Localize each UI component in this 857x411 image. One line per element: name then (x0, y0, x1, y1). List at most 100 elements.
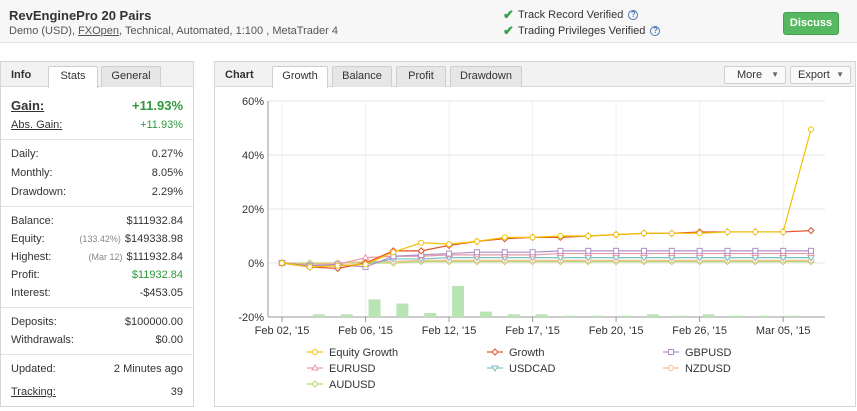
drawdown-value: 2.29% (151, 186, 183, 198)
legend-label-growth[interactable]: Growth (509, 347, 544, 359)
growth-chart[interactable]: 60% 40% 20% 0% -20%Feb 02, '15 Feb 06, '15 Feb… (215, 88, 855, 406)
point-equity_growth (668, 230, 675, 237)
abs-gain-label[interactable]: Abs. Gain: (11, 119, 63, 131)
discuss-button[interactable]: Discuss (783, 12, 839, 35)
updated-label: Updated: (11, 363, 56, 375)
volume-bar (758, 315, 771, 317)
legend-marker-eurusd (311, 364, 319, 371)
legend-marker-nzdusd (668, 365, 674, 371)
divider (1, 354, 193, 355)
tracking-value: 39 (170, 386, 183, 398)
tab-general[interactable]: General (101, 66, 161, 87)
daily-label: Daily: (11, 148, 39, 160)
volume-bar (591, 315, 604, 317)
stat-equity: Equity: (133.42%) $149338.98 (1, 231, 193, 248)
legend-marker-usdcad (491, 365, 499, 372)
x-tick-label: Feb 17, '15 (505, 325, 560, 337)
point-equity_growth (418, 239, 425, 246)
chevron-down-icon: ▼ (836, 70, 844, 79)
legend-marker-gbpusd (668, 349, 674, 355)
deposits-label: Deposits: (11, 316, 57, 328)
point-equity_growth (501, 234, 508, 241)
volume-bar (424, 312, 437, 317)
point-gbpusd (724, 247, 731, 254)
point-gbpusd (808, 247, 814, 254)
more-dropdown[interactable]: More ▼ (724, 66, 786, 84)
series-line-equity_growth (281, 129, 812, 268)
volume-bar (646, 314, 659, 317)
point-equity_growth (585, 233, 592, 239)
point-growth (807, 226, 815, 235)
volume-bar (507, 314, 520, 317)
balance-value: $111932.84 (126, 215, 183, 227)
stat-highest: Highest: (Mar 12) $111932.84 (1, 249, 193, 266)
withdrawals-label: Withdrawals: (11, 334, 74, 346)
volume-bar (563, 315, 576, 317)
stat-drawdown: Drawdown: 2.29% (1, 184, 193, 201)
updated-value: 2 Minutes ago (113, 363, 183, 375)
gain-label[interactable]: Gain: (11, 98, 45, 113)
x-tick-label: Feb 02, '15 (255, 325, 310, 337)
legend-label-equity_growth[interactable]: Equity Growth (329, 347, 398, 359)
divider (1, 307, 193, 308)
stat-abs-gain: Abs. Gain: +11.93% (1, 117, 193, 134)
trading-privileges-verified: ✔ Trading Privileges Verified ? (503, 23, 661, 39)
legend-label-nzdusd[interactable]: NZDUSD (685, 363, 731, 375)
tab-drawdown[interactable]: Drawdown (450, 66, 522, 87)
stat-tracking: Tracking: 39 (1, 384, 193, 401)
tab-stats[interactable]: Stats (48, 66, 98, 88)
legend-label-audusd[interactable]: AUDUSD (329, 379, 376, 391)
tab-growth[interactable]: Growth (272, 66, 328, 88)
chart-label: Chart (225, 69, 254, 81)
equity-value: $149338.98 (124, 233, 183, 245)
point-gbpusd (585, 247, 592, 254)
stat-balance: Balance: $111932.84 (1, 213, 193, 230)
equity-value-group: (133.42%) $149338.98 (79, 233, 183, 245)
tracking-label[interactable]: Tracking: (11, 386, 56, 398)
stat-deposits: Deposits: $100000.00 (1, 314, 193, 331)
point-equity_growth (334, 262, 341, 269)
x-tick-label: Feb 06, '15 (338, 325, 393, 337)
stat-updated: Updated: 2 Minutes ago (1, 361, 193, 378)
monthly-label: Monthly: (11, 167, 53, 179)
help-icon[interactable]: ? (628, 10, 639, 20)
point-equity_growth (306, 264, 313, 271)
point-gbpusd (529, 249, 536, 256)
legend-label-usdcad[interactable]: USDCAD (509, 363, 556, 375)
tab-info[interactable]: Info (11, 69, 32, 81)
tab-balance[interactable]: Balance (332, 66, 392, 87)
tab-profit[interactable]: Profit (396, 66, 446, 87)
x-tick-label: Mar 05, '15 (756, 325, 811, 337)
help-icon[interactable]: ? (650, 26, 661, 36)
series-line-nzdusd (281, 259, 811, 265)
withdrawals-value: $0.00 (155, 334, 183, 346)
point-gbpusd (557, 247, 564, 254)
system-header: RevEnginePro 20 Pairs Demo (USD), FXOpen… (0, 0, 857, 43)
equity-percent: (133.42%) (79, 234, 121, 244)
divider (1, 139, 193, 140)
volume-bar (312, 314, 325, 317)
monthly-value: 8.05% (151, 167, 183, 179)
point-equity_growth (557, 233, 564, 239)
system-subtitle: Demo (USD), FXOpen, Technical, Automated… (9, 25, 338, 37)
more-label: More (737, 69, 763, 81)
legend-label-gbpusd[interactable]: GBPUSD (685, 347, 732, 359)
point-equity_growth (362, 261, 369, 268)
point-equity_growth (279, 260, 285, 266)
broker-link[interactable]: FXOpen (78, 25, 120, 37)
highest-label: Highest: (11, 251, 52, 263)
profit-value: $11932.84 (131, 269, 183, 281)
stats-panel-header: Info Stats General (1, 62, 193, 88)
legend-label-eurusd[interactable]: EURUSD (329, 363, 376, 375)
point-equity_growth (613, 231, 620, 238)
export-dropdown[interactable]: Export ▼ (790, 66, 851, 84)
stat-interest: Interest: -$453.05 (1, 285, 193, 302)
point-gbpusd (446, 250, 453, 257)
y-tick-label: 40% (242, 150, 264, 162)
point-equity_growth (390, 249, 397, 256)
daily-value: 0.27% (151, 148, 183, 160)
divider (1, 206, 193, 207)
point-gbpusd (473, 249, 480, 256)
export-label: Export (798, 69, 830, 81)
volume-bar (368, 299, 381, 317)
